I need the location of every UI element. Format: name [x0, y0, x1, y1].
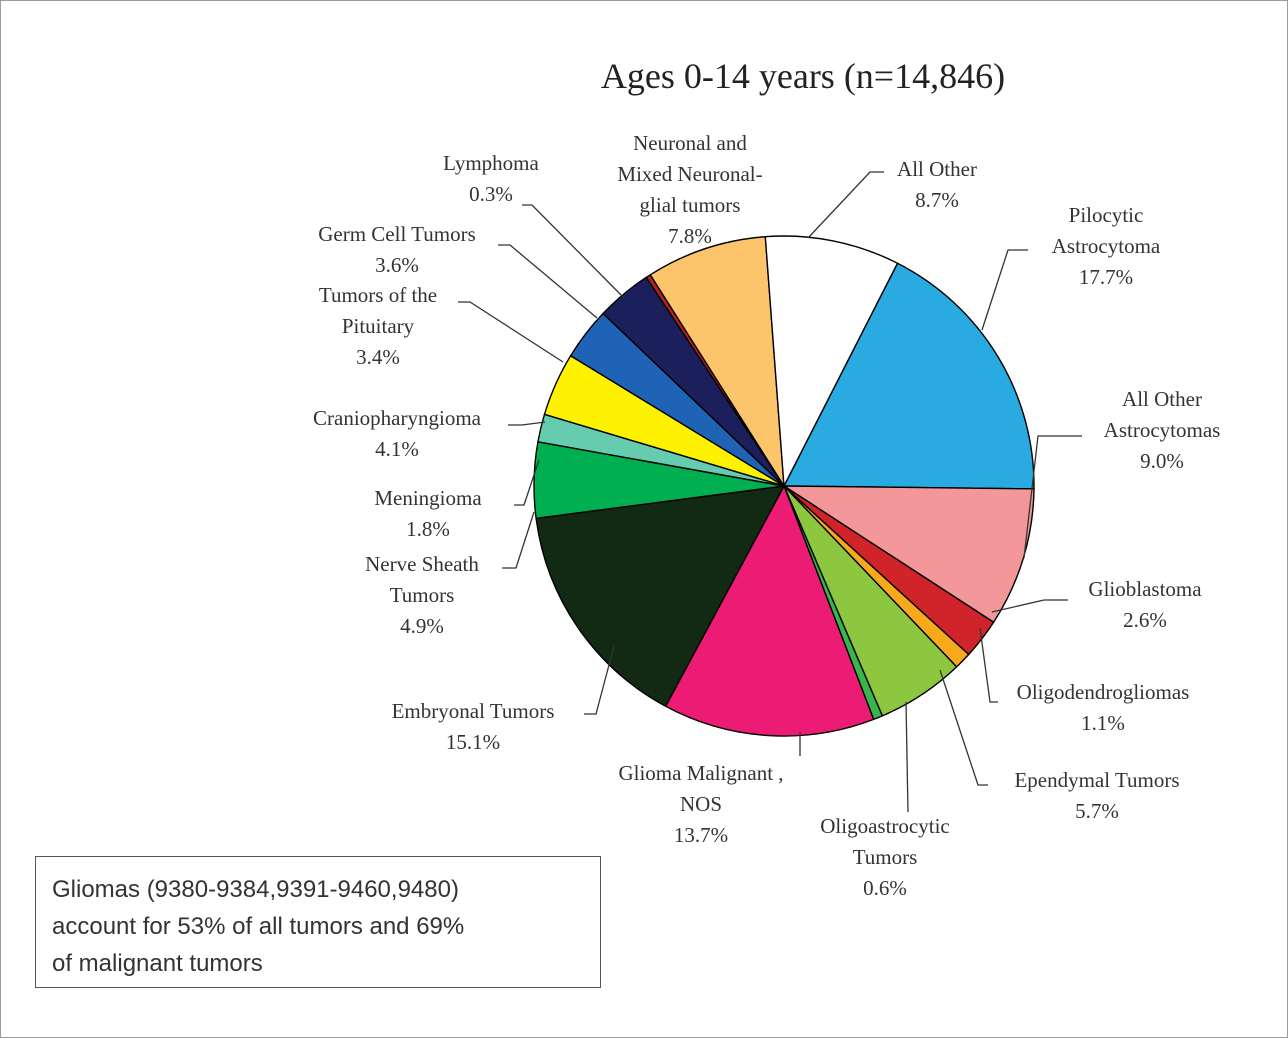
slice-label-nerve-sheath: Nerve Sheath Tumors 4.9%: [365, 552, 479, 638]
slice-label-oligoastrocytic: Oligoastrocytic Tumors 0.6%: [820, 814, 949, 900]
slice-label-craniopharyngioma: Craniopharyngioma 4.1%: [313, 406, 482, 461]
leader-line-ependymal: [939, 669, 988, 786]
leader-line-meningioma: [514, 459, 540, 506]
slice-label-glioma-nos: Glioma Malignant , NOS 13.7%: [618, 761, 783, 847]
slice-label-oligodendrogliomas: Oligodendrogliomas 1.1%: [1017, 680, 1190, 735]
note-line-2: account for 53% of all tumors and 69%: [52, 913, 465, 940]
slice-label-pituitary: Tumors of the Pituitary 3.4%: [319, 283, 437, 369]
pie-slice-embryonal: [535, 485, 785, 707]
note-line-1: Gliomas (9380-9384,9391-9460,9480): [52, 876, 459, 903]
leader-line-all-other-astro: [1023, 435, 1082, 559]
gliomas-note-box: Gliomas (9380-9384,9391-9460,9480) accou…: [35, 856, 601, 988]
slice-label-embryonal: Embryonal Tumors 15.1%: [392, 699, 555, 754]
slice-label-ependymal: Ependymal Tumors 5.7%: [1014, 768, 1179, 823]
leader-line-all-other: [807, 171, 884, 239]
leader-line-embryonal: [584, 645, 615, 715]
leader-line-oligodendrogliomas: [979, 627, 998, 703]
slice-label-glioblastoma: Glioblastoma 2.6%: [1088, 577, 1202, 632]
pie-slice-neuronal: [649, 236, 785, 487]
leader-lines: [458, 171, 1082, 813]
leader-line-nerve-sheath: [502, 511, 535, 569]
pie-slice-glioma-nos: [664, 485, 875, 737]
pie-slice-pilocytic: [783, 262, 1035, 490]
slice-label-all-other-astro: All Other Astrocytomas 9.0%: [1104, 387, 1221, 473]
leader-line-pilocytic: [981, 249, 1028, 331]
leader-line-pituitary: [458, 301, 564, 363]
slice-label-meningioma: Meningioma 1.8%: [374, 486, 482, 541]
slice-label-lymphoma: Lymphoma 0.3%: [443, 151, 539, 206]
slice-label-neuronal: Neuronal and Mixed Neuronal-glial tumors 7…: [617, 131, 762, 248]
leader-line-lymphoma: [522, 204, 625, 299]
pie-slice-all-other-astro: [783, 485, 1035, 623]
leader-line-glioblastoma: [991, 599, 1068, 613]
slice-label-all-other: All Other 8.7%: [897, 157, 977, 212]
leader-line-craniopharyngioma: [508, 421, 546, 426]
slice-labels: Pilocytic Astrocytoma 17.7% All Other Astroc…: [313, 131, 1220, 900]
pie-slice-all-other: [764, 235, 899, 487]
leader-line-oligoastrocytic: [905, 701, 909, 813]
slice-label-pilocytic: Pilocytic Astrocytoma 17.7%: [1052, 203, 1161, 289]
leader-line-germ-cell: [498, 244, 598, 319]
note-line-3: of malignant tumors: [52, 950, 263, 977]
chart-title: Ages 0-14 years (n=14,846): [601, 56, 1005, 96]
pie-slices: [533, 235, 1035, 737]
slice-label-germ-cell: Germ Cell Tumors 3.6%: [318, 222, 476, 277]
